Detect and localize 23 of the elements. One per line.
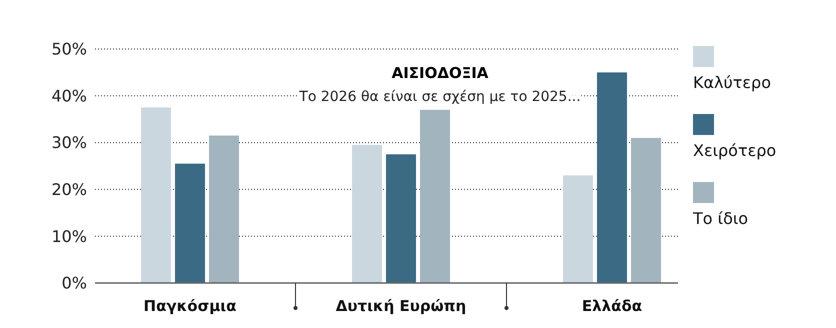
bar bbox=[352, 144, 382, 283]
text: Το 2026 θα είναι σε σχέση με το 2025... bbox=[298, 89, 581, 105]
bar bbox=[563, 175, 593, 283]
x-tick-label: Παγκόσμια bbox=[144, 297, 236, 315]
y-tick-label: 40% bbox=[51, 86, 87, 106]
legend-label: Καλύτερο bbox=[693, 73, 771, 92]
x-tick-label: Δυτική Ευρώπη bbox=[336, 297, 466, 315]
bar bbox=[386, 154, 416, 283]
bar bbox=[631, 138, 661, 283]
text: ΑΙΣΙΟΔΟΞΙΑ bbox=[392, 64, 489, 82]
bar bbox=[597, 72, 627, 283]
y-tick-label: 30% bbox=[51, 133, 87, 152]
y-tick-label: 20% bbox=[51, 180, 87, 199]
legend-label: Χειρότερο bbox=[693, 141, 776, 160]
legend-label: Το ίδιο bbox=[692, 209, 748, 228]
y-tick-label: 0% bbox=[62, 274, 87, 293]
y-tick-label: 10% bbox=[51, 226, 87, 246]
bar bbox=[420, 110, 450, 283]
y-tick-label: 50% bbox=[51, 40, 87, 59]
x-tick-label: Ελλάδα bbox=[582, 297, 642, 315]
bar bbox=[209, 136, 239, 283]
bar bbox=[141, 108, 171, 283]
bar bbox=[175, 164, 205, 283]
